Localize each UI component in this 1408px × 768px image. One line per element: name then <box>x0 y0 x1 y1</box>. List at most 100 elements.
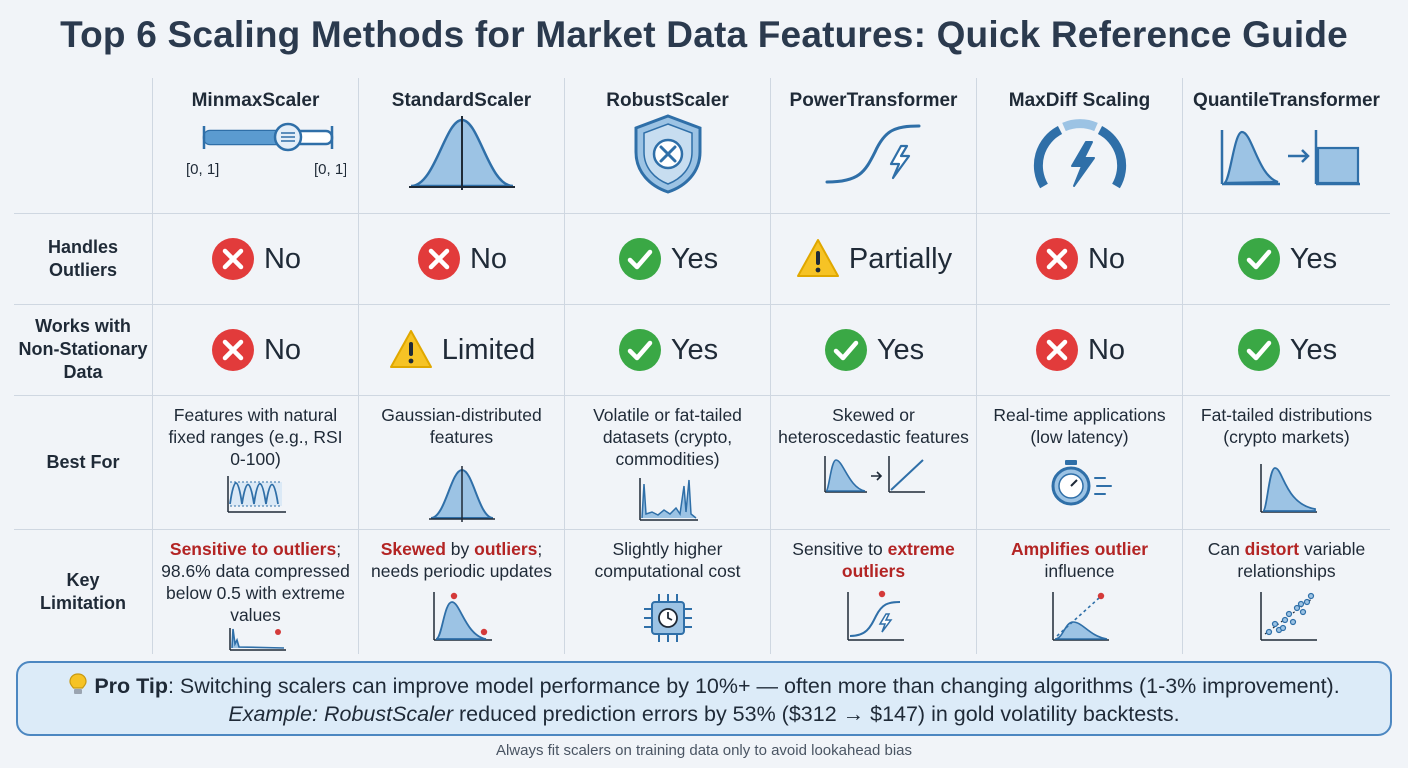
limitation-cell-standardscaler: Skewed by outliers; needs periodic updat… <box>359 530 564 654</box>
speedometer-icon <box>1033 119 1126 189</box>
bell-curve-icon <box>428 466 495 522</box>
best-for-text: Skewed or heteroscedastic features <box>778 405 969 447</box>
row-label-best-for: Best For <box>46 451 120 472</box>
example-text: reduced prediction errors by 53% ($312 →… <box>453 702 1180 726</box>
bestfor-cell-powertransformer: Skewed or heteroscedastic features <box>771 396 976 529</box>
limitation-cell-maxdiff-scaling: Amplifies outlier influence <box>977 530 1182 654</box>
page-title: Top 6 Scaling Methods for Market Data Fe… <box>60 14 1348 55</box>
cpu-chip-icon <box>643 594 692 642</box>
limitation-cell-powertransformer: Sensitive to extreme outliers <box>771 530 976 654</box>
limitation-pre: Can <box>1207 539 1245 559</box>
status-text: Yes <box>1289 333 1338 366</box>
status-indicator: No <box>359 214 564 304</box>
status-indicator: Yes <box>565 214 770 304</box>
bell-curve-icon <box>408 116 515 190</box>
status-indicator: Partially <box>771 214 976 304</box>
status-text: No <box>469 242 508 275</box>
scaler-name: QuantileTransformer <box>1193 90 1380 111</box>
fat-tail-curve-icon <box>1259 464 1317 513</box>
warning-icon <box>796 239 839 277</box>
nonstationary-cell-maxdiff-scaling: No <box>977 305 1182 395</box>
check-icon <box>1237 238 1280 280</box>
limitation-mid: variable relationships <box>1237 539 1366 581</box>
status-text: No <box>1087 242 1126 275</box>
skew-to-linear-icon <box>823 456 925 493</box>
best-for-text: Volatile or fat-tailed datasets (crypto,… <box>593 405 742 469</box>
status-indicator: Yes <box>1183 305 1390 395</box>
no-icon <box>1035 329 1078 371</box>
limitation-cell-minmaxscaler: Sensitive to outliers; 98.6% data compre… <box>153 530 358 654</box>
outliers-cell-powertransformer: Partially <box>771 214 976 304</box>
best-for-text: Features with natural fixed ranges (e.g.… <box>168 405 343 469</box>
status-text: No <box>263 333 302 366</box>
outliers-cell-quantiletransformer: Yes <box>1183 214 1390 304</box>
best-for-text: Fat-tailed distributions (crypto markets… <box>1200 405 1373 447</box>
pro-tip-text: : Switching scalers can improve model pe… <box>167 674 1340 698</box>
limitation-pre: Sensitive to <box>792 539 888 559</box>
row-label-handles-outliers: Handles Outliers <box>47 236 119 280</box>
scaler-name: MaxDiff Scaling <box>1008 90 1151 111</box>
limitation-text: Sensitive to outliers; 98.6% data compre… <box>153 538 358 626</box>
limitation-highlight: Skewed <box>380 539 446 559</box>
compressed-spike-chart-icon <box>228 628 286 651</box>
limitation-pre: Slightly higher computational cost <box>594 539 741 581</box>
pro-tip-line-2: Example: RobustScaler reduced prediction… <box>18 700 1390 728</box>
warning-icon <box>389 330 432 368</box>
outliers-cell-standardscaler: No <box>359 214 564 304</box>
oscillator-chart-icon <box>226 476 286 513</box>
limitation-text: Can distort variable relationships <box>1183 538 1390 582</box>
limitation-text: Skewed by outliers; needs periodic updat… <box>359 538 564 582</box>
pro-tip-line-1: Pro Tip: Switching scalers can improve m… <box>18 672 1390 700</box>
best-for-text: Real-time applications (low latency) <box>993 405 1166 447</box>
bestfor-cell-robustscaler: Volatile or fat-tailed datasets (crypto,… <box>565 396 770 529</box>
limitation-highlight: Sensitive to outliers <box>169 539 337 559</box>
status-indicator: Yes <box>771 305 976 395</box>
outliers-cell-maxdiff-scaling: No <box>977 214 1182 304</box>
column-header-standardscaler: StandardScaler <box>359 78 564 213</box>
best-for-text: Gaussian-distributed features <box>381 405 542 447</box>
row-label-non-stationary: Works with Non-Stationary Data <box>18 316 148 382</box>
column-header-quantiletransformer: QuantileTransformer <box>1183 78 1390 213</box>
outliers-cell-minmaxscaler: No <box>153 214 358 304</box>
scaler-name: PowerTransformer <box>789 90 958 111</box>
slider-left-label: [0, 1] <box>186 161 219 178</box>
limitation-text: Amplifies outlier influence <box>977 538 1182 582</box>
no-icon <box>211 238 254 280</box>
no-icon <box>211 329 254 371</box>
status-indicator: No <box>977 214 1182 304</box>
limitation-cell-robustscaler: Slightly higher computational cost <box>565 530 770 654</box>
limitation-highlight: extreme outliers <box>841 539 955 581</box>
stopwatch-icon <box>1051 460 1112 506</box>
footer-note: Always fit scalers on training data only… <box>495 742 913 759</box>
status-indicator: Yes <box>565 305 770 395</box>
no-icon <box>1035 238 1078 280</box>
status-text: Yes <box>670 333 719 366</box>
nonstationary-cell-minmaxscaler: No <box>153 305 358 395</box>
limitation-cell-quantiletransformer: Can distort variable relationships <box>1183 530 1390 654</box>
nonstationary-cell-robustscaler: Yes <box>565 305 770 395</box>
scatter-plot-icon <box>1259 592 1317 641</box>
example-label: Example: RobustScaler <box>228 702 454 726</box>
s-curve-lightning-icon <box>825 124 920 184</box>
limitation-mid: influence <box>1044 561 1115 581</box>
distribution-to-uniform-icon <box>1220 130 1360 186</box>
status-indicator: No <box>153 305 358 395</box>
row-label-key-limitation: Key Limitation <box>40 569 126 613</box>
skewed-curve-outlier-icon <box>432 592 492 641</box>
lightbulb-icon <box>69 673 87 694</box>
pro-tip-box: Pro Tip: Switching scalers can improve m… <box>16 661 1392 736</box>
outliers-cell-robustscaler: Yes <box>565 214 770 304</box>
slider-icon: [0, 1] [0, 1] <box>186 122 346 178</box>
limitation-text: Sensitive to extreme outliers <box>771 538 976 582</box>
status-text: No <box>1087 333 1126 366</box>
status-text: Yes <box>876 333 925 366</box>
limitation-highlight: Amplifies outlier <box>1010 539 1149 559</box>
status-text: No <box>263 242 302 275</box>
status-indicator: Limited <box>359 305 564 395</box>
bestfor-cell-quantiletransformer: Fat-tailed distributions (crypto markets… <box>1183 396 1390 529</box>
comparison-table: Handles Outliers Works with Non-Stationa… <box>14 78 1390 654</box>
check-icon <box>1237 329 1280 371</box>
check-icon <box>824 329 867 371</box>
scaler-name: StandardScaler <box>391 90 532 111</box>
shield-icon <box>634 114 701 194</box>
